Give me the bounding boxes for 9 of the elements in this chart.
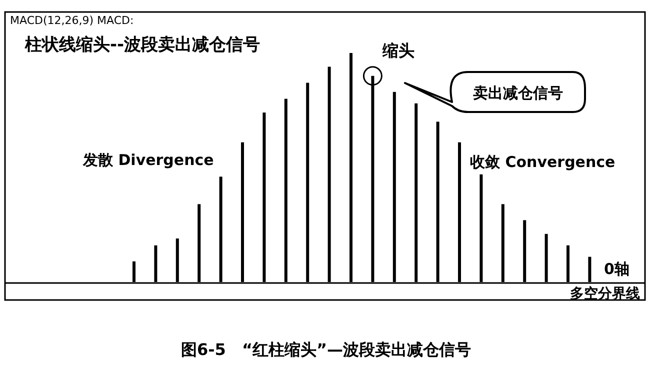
chart-subtitle: MACD(12,26,9) MACD: [10,14,134,27]
annotation: 收敛 Convergence [470,153,616,171]
chart-title: 柱状线缩头--波段卖出减仓信号 [24,35,260,55]
annotation: 缩头 [382,40,415,60]
annotation: 发散 Divergence [82,151,214,169]
text: 0轴 [604,260,630,278]
annotation: 卖出减仓信号 [473,84,563,102]
caption: 图6-5 “红柱缩头”—波段卖出减仓信号 [181,340,471,359]
text: 多空分界线 [570,285,640,302]
